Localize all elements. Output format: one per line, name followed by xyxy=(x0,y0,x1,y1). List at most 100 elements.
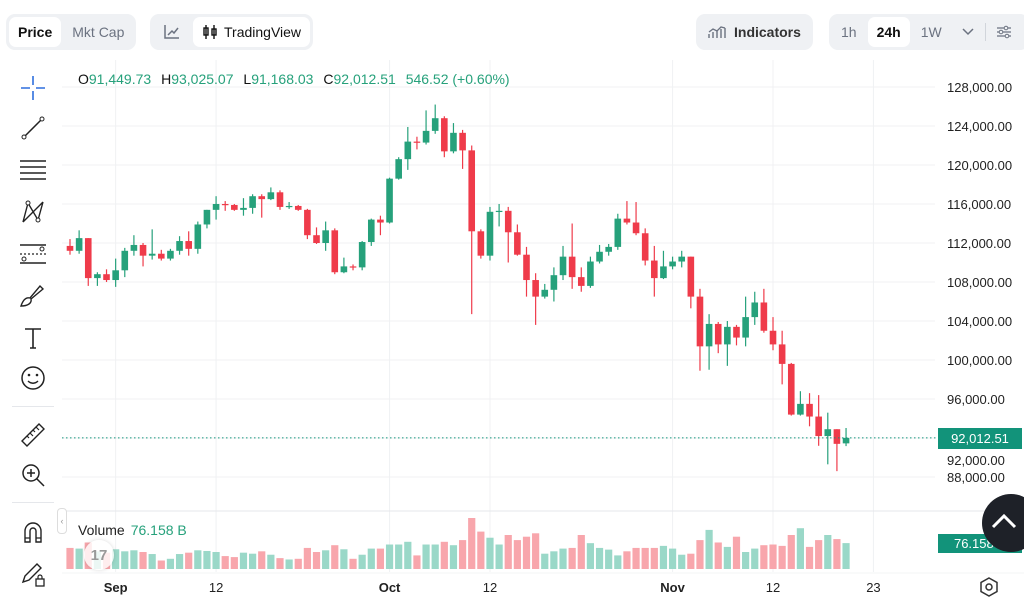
settings-icon[interactable] xyxy=(978,576,1000,598)
last-price-tag: 92,012.51 xyxy=(938,428,1022,449)
volume-bar xyxy=(395,544,403,569)
low-value: 91,168.03 xyxy=(251,71,314,87)
tradingview-button[interactable]: TradingView xyxy=(193,17,311,47)
text-tool[interactable] xyxy=(17,322,49,354)
candle-body xyxy=(395,159,402,179)
volume-bar xyxy=(486,537,494,569)
volume-bar xyxy=(440,541,448,569)
chart-settings-button[interactable] xyxy=(988,17,1020,47)
prediction-tool[interactable] xyxy=(17,238,49,270)
candle-body xyxy=(221,204,229,206)
volume-bar xyxy=(586,543,595,569)
price-axis-label: 92,000.00 xyxy=(947,453,1005,468)
scroll-to-top-button[interactable] xyxy=(982,494,1024,552)
candle-body xyxy=(724,326,731,345)
volume-bar xyxy=(769,544,777,569)
volume-bar xyxy=(322,550,330,569)
volume-bar xyxy=(632,547,640,569)
zoom-tool[interactable] xyxy=(17,459,49,491)
close-label: C xyxy=(323,71,334,87)
candle-body xyxy=(367,219,375,243)
measure-tool[interactable] xyxy=(17,419,49,451)
fib-tool[interactable] xyxy=(17,154,49,186)
emoji-tool[interactable] xyxy=(17,362,49,394)
candle-body xyxy=(258,196,266,200)
timeframe-24h[interactable]: 24h xyxy=(867,17,910,47)
collapse-toolbar-handle[interactable]: ‹ xyxy=(57,508,67,534)
candle-body xyxy=(358,242,366,268)
price-axis-label: 116,000.00 xyxy=(947,197,1011,212)
brush-tool[interactable] xyxy=(17,280,49,312)
volume-bar xyxy=(550,551,558,569)
timeframe-dropdown[interactable] xyxy=(953,17,983,47)
volume-bar xyxy=(203,550,211,569)
candle-body xyxy=(413,141,421,143)
volume-bar xyxy=(815,540,823,569)
price-axis-label: 112,000.00 xyxy=(947,236,1011,251)
volume-bar xyxy=(458,540,467,569)
candle-body xyxy=(514,232,521,255)
crosshair-tool[interactable] xyxy=(17,72,49,104)
candle-body xyxy=(842,437,850,444)
magnet-tool[interactable] xyxy=(17,516,49,548)
candle-body xyxy=(523,254,530,281)
trend-line-tool[interactable] xyxy=(17,112,49,144)
candle-body xyxy=(596,251,603,262)
lock-drawings-tool[interactable] xyxy=(17,558,49,590)
volume-bar xyxy=(668,548,677,569)
volume-bar xyxy=(723,546,731,569)
sliders-icon xyxy=(996,25,1011,39)
horizontal-lines-icon xyxy=(20,160,46,180)
candle-body xyxy=(431,118,439,131)
open-label: O xyxy=(78,71,89,87)
price-axis-label: 124,000.00 xyxy=(947,119,1012,134)
candle-body xyxy=(559,256,567,276)
tab-price[interactable]: Price xyxy=(9,17,62,47)
volume-bar xyxy=(614,555,622,569)
volume-bar xyxy=(760,545,768,569)
volume-bar xyxy=(824,535,832,569)
candle-body xyxy=(660,266,667,279)
candle-body xyxy=(84,238,92,279)
timeframe-1h[interactable]: 1h xyxy=(841,24,857,40)
time-axis-label: 12 xyxy=(483,580,497,595)
candle-body xyxy=(760,302,768,331)
candle-body xyxy=(112,270,119,281)
volume-bar xyxy=(714,542,722,569)
volume-bar xyxy=(112,549,120,569)
candle-body xyxy=(733,326,740,338)
candle-body xyxy=(267,192,275,200)
candle-body xyxy=(833,429,841,444)
tab-mkt-cap[interactable]: Mkt Cap xyxy=(72,24,125,40)
candle-body xyxy=(787,363,795,415)
time-axis-label: Nov xyxy=(660,580,685,595)
candle-body xyxy=(231,204,238,210)
candle-body xyxy=(687,256,695,297)
candle-body xyxy=(285,205,293,208)
volume-bar xyxy=(358,554,366,569)
volume-bar xyxy=(696,540,704,569)
pattern-tool[interactable] xyxy=(17,196,49,228)
volume-bar xyxy=(559,548,567,569)
volume-bar xyxy=(285,559,293,569)
candle-body xyxy=(632,222,640,234)
volume-bar xyxy=(157,560,165,569)
indicators-button[interactable]: Indicators xyxy=(696,14,813,50)
candle-body xyxy=(194,224,202,249)
open-value: 91,449.73 xyxy=(88,71,152,87)
timeframe-1w[interactable]: 1W xyxy=(920,24,942,40)
candle-body xyxy=(568,256,576,278)
candle-body xyxy=(614,218,622,247)
volume-bar xyxy=(778,545,786,569)
volume-bar xyxy=(623,551,631,569)
candle-body xyxy=(495,210,503,213)
ruler-icon xyxy=(21,423,45,447)
line-chart-button[interactable] xyxy=(153,17,191,47)
volume-bar xyxy=(130,550,138,569)
candle-body xyxy=(139,244,147,256)
volume-bar xyxy=(413,555,421,569)
volume-bar xyxy=(568,547,576,569)
volume-bar xyxy=(468,518,476,569)
candle-body xyxy=(203,209,211,225)
